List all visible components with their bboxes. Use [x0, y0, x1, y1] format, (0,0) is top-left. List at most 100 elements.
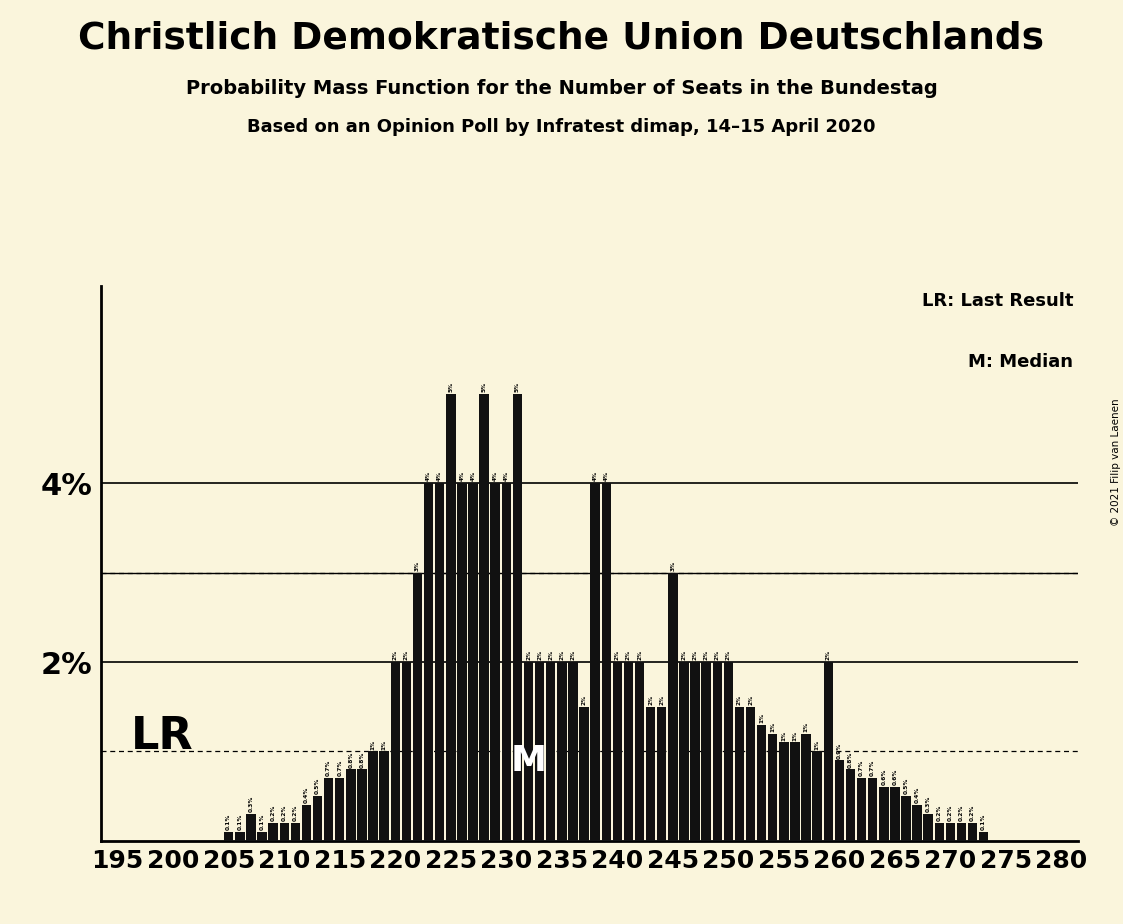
- Text: 0.6%: 0.6%: [893, 769, 897, 785]
- Text: 2%: 2%: [714, 650, 720, 661]
- Bar: [502, 483, 511, 841]
- Text: 0.4%: 0.4%: [304, 787, 309, 803]
- Bar: [280, 823, 289, 841]
- Text: 0.3%: 0.3%: [248, 796, 254, 812]
- Text: 1%: 1%: [814, 739, 820, 749]
- Text: 2%: 2%: [648, 695, 654, 705]
- Bar: [391, 662, 400, 841]
- Bar: [746, 707, 756, 841]
- Bar: [480, 394, 489, 841]
- Text: 3%: 3%: [670, 561, 675, 571]
- Bar: [523, 662, 533, 841]
- Bar: [834, 760, 844, 841]
- Text: 0.2%: 0.2%: [937, 805, 942, 821]
- Text: 0.8%: 0.8%: [848, 751, 853, 768]
- Bar: [857, 778, 866, 841]
- Bar: [413, 573, 422, 841]
- Bar: [779, 743, 788, 841]
- Bar: [335, 778, 345, 841]
- Text: 0.2%: 0.2%: [959, 805, 964, 821]
- Text: 2%: 2%: [570, 650, 575, 661]
- Text: 2%: 2%: [659, 695, 664, 705]
- Bar: [257, 832, 267, 841]
- Text: 4%: 4%: [504, 471, 509, 481]
- Bar: [613, 662, 622, 841]
- Text: 0.7%: 0.7%: [326, 760, 331, 776]
- Bar: [679, 662, 688, 841]
- Text: 5%: 5%: [448, 382, 454, 392]
- Bar: [823, 662, 833, 841]
- Bar: [646, 707, 656, 841]
- Text: 2%: 2%: [526, 650, 531, 661]
- Bar: [712, 662, 722, 841]
- Text: 3%: 3%: [416, 561, 420, 571]
- Bar: [346, 770, 356, 841]
- Text: Probability Mass Function for the Number of Seats in the Bundestag: Probability Mass Function for the Number…: [185, 79, 938, 98]
- Bar: [668, 573, 677, 841]
- Bar: [380, 751, 389, 841]
- Text: 0.2%: 0.2%: [293, 805, 298, 821]
- Bar: [902, 796, 911, 841]
- Text: 5%: 5%: [515, 382, 520, 392]
- Text: 0.9%: 0.9%: [837, 742, 842, 759]
- Text: 0.5%: 0.5%: [316, 778, 320, 795]
- Text: 4%: 4%: [471, 471, 475, 481]
- Bar: [235, 832, 245, 841]
- Text: 2%: 2%: [404, 650, 409, 661]
- Text: 4%: 4%: [426, 471, 431, 481]
- Text: 2%: 2%: [693, 650, 697, 661]
- Bar: [968, 823, 977, 841]
- Bar: [468, 483, 477, 841]
- Text: 2%: 2%: [704, 650, 709, 661]
- Text: 0.7%: 0.7%: [870, 760, 875, 776]
- Text: 0.2%: 0.2%: [271, 805, 275, 821]
- Text: 0.2%: 0.2%: [282, 805, 286, 821]
- Bar: [313, 796, 322, 841]
- Bar: [934, 823, 944, 841]
- Text: 1%: 1%: [793, 731, 797, 741]
- Bar: [702, 662, 711, 841]
- Bar: [634, 662, 645, 841]
- Text: 0.5%: 0.5%: [904, 778, 909, 795]
- Bar: [923, 814, 933, 841]
- Text: 2%: 2%: [393, 650, 398, 661]
- Bar: [891, 787, 900, 841]
- Text: 4%: 4%: [493, 471, 497, 481]
- Bar: [423, 483, 433, 841]
- Text: M: Median: M: Median: [968, 353, 1074, 371]
- Text: 4%: 4%: [437, 471, 442, 481]
- Bar: [591, 483, 600, 841]
- Text: Christlich Demokratische Union Deutschlands: Christlich Demokratische Union Deutschla…: [79, 20, 1044, 56]
- Bar: [602, 483, 611, 841]
- Bar: [957, 823, 966, 841]
- Bar: [513, 394, 522, 841]
- Text: 2%: 2%: [682, 650, 686, 661]
- Bar: [546, 662, 556, 841]
- Bar: [657, 707, 666, 841]
- Bar: [979, 832, 988, 841]
- Bar: [302, 805, 311, 841]
- Text: 2%: 2%: [626, 650, 631, 661]
- Text: 0.6%: 0.6%: [882, 769, 886, 785]
- Text: 0.1%: 0.1%: [237, 814, 243, 830]
- Text: 2%: 2%: [748, 695, 754, 705]
- Text: 0.7%: 0.7%: [337, 760, 343, 776]
- Text: 2%: 2%: [614, 650, 620, 661]
- Bar: [879, 787, 888, 841]
- Bar: [557, 662, 566, 841]
- Text: 2%: 2%: [825, 650, 831, 661]
- Text: 0.1%: 0.1%: [259, 814, 265, 830]
- Bar: [268, 823, 277, 841]
- Text: 0.8%: 0.8%: [348, 751, 354, 768]
- Bar: [435, 483, 445, 841]
- Text: 1%: 1%: [759, 712, 764, 723]
- Bar: [691, 662, 700, 841]
- Text: 1%: 1%: [770, 722, 775, 732]
- Bar: [768, 734, 777, 841]
- Text: 0.3%: 0.3%: [925, 796, 931, 812]
- Text: M: M: [511, 744, 547, 778]
- Bar: [323, 778, 334, 841]
- Text: 5%: 5%: [482, 382, 486, 392]
- Text: 0.4%: 0.4%: [914, 787, 920, 803]
- Bar: [579, 707, 588, 841]
